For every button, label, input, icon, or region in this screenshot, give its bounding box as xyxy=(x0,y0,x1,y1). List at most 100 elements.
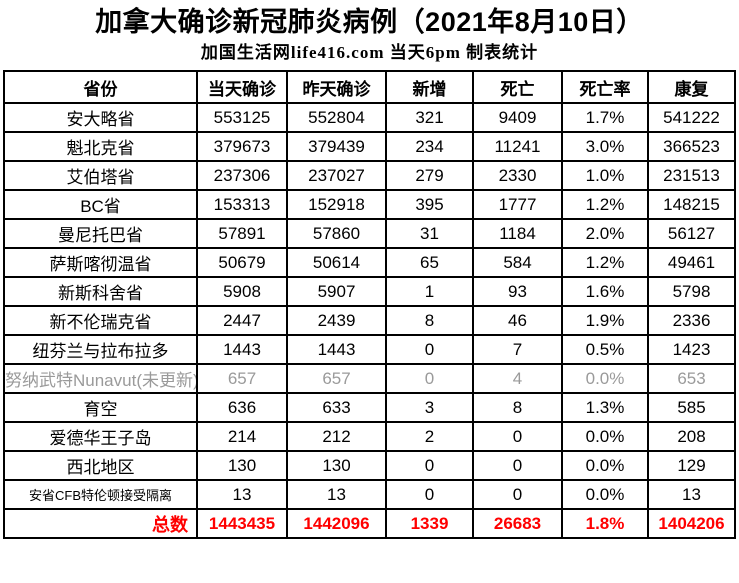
cell-new-cases: 1 xyxy=(385,276,474,307)
cell-province: 安大略省 xyxy=(3,102,198,133)
table-row: 安大略省 553125 552804 321 9409 1.7% 541222 xyxy=(3,102,736,133)
table-row: 新不伦瑞克省 2447 2439 8 46 1.9% 2336 xyxy=(3,305,736,336)
cell-province: 西北地区 xyxy=(3,450,198,481)
cell-yesterday-confirmed: 50614 xyxy=(286,247,387,278)
cell-new-cases: 234 xyxy=(385,131,474,162)
cell-death-rate: 0.0% xyxy=(561,421,649,452)
table-body: 安大略省 553125 552804 321 9409 1.7% 541222 魁北克省 379… xyxy=(3,102,736,510)
cell-new-cases: 0 xyxy=(385,334,474,365)
cell-province: 新斯科舍省 xyxy=(3,276,198,307)
table-row: 萨斯喀彻温省 50679 50614 65 584 1.2% 49461 xyxy=(3,247,736,278)
column-header-today-confirmed: 当天确诊 xyxy=(196,70,288,104)
cell-recovered: 5798 xyxy=(647,276,736,307)
table-row: 艾伯塔省 237306 237027 279 2330 1.0% 231513 xyxy=(3,160,736,191)
cell-death-rate: 1.2% xyxy=(561,189,649,220)
table-row: 魁北克省 379673 379439 234 11241 3.0% 366523 xyxy=(3,131,736,162)
cell-yesterday-confirmed: 379439 xyxy=(286,131,387,162)
total-label: 总数 xyxy=(3,508,198,539)
table-row: 育空 636 633 3 8 1.3% 585 xyxy=(3,392,736,423)
cell-death-rate: 0.0% xyxy=(561,479,649,510)
cell-new-cases: 395 xyxy=(385,189,474,220)
cell-yesterday-confirmed: 237027 xyxy=(286,160,387,191)
total-recovered: 1404206 xyxy=(647,508,736,539)
cell-death-rate: 1.9% xyxy=(561,305,649,336)
cell-yesterday-confirmed: 130 xyxy=(286,450,387,481)
table-row: BC省 153313 152918 395 1777 1.2% 148215 xyxy=(3,189,736,220)
cell-death-rate: 0.5% xyxy=(561,334,649,365)
cell-province: 爱德华王子岛 xyxy=(3,421,198,452)
cell-recovered: 366523 xyxy=(647,131,736,162)
cell-yesterday-confirmed: 2439 xyxy=(286,305,387,336)
page-subtitle: 加国生活网life416.com 当天6pm 制表统计 xyxy=(200,43,539,62)
cell-today-confirmed: 5908 xyxy=(196,276,288,307)
cell-death-rate: 1.2% xyxy=(561,247,649,278)
cell-death-rate: 1.7% xyxy=(561,102,649,133)
cell-today-confirmed: 214 xyxy=(196,421,288,452)
cell-recovered: 129 xyxy=(647,450,736,481)
total-death-rate: 1.8% xyxy=(561,508,649,539)
cell-recovered: 13 xyxy=(647,479,736,510)
cell-today-confirmed: 379673 xyxy=(196,131,288,162)
cell-deaths: 46 xyxy=(472,305,563,336)
cell-yesterday-confirmed: 1443 xyxy=(286,334,387,365)
cell-yesterday-confirmed: 152918 xyxy=(286,189,387,220)
cell-new-cases: 31 xyxy=(385,218,474,249)
cell-recovered: 208 xyxy=(647,421,736,452)
cell-province: 魁北克省 xyxy=(3,131,198,162)
cell-today-confirmed: 57891 xyxy=(196,218,288,249)
table-row: 西北地区 130 130 0 0 0.0% 129 xyxy=(3,450,736,481)
cell-province: 萨斯喀彻温省 xyxy=(3,247,198,278)
cell-recovered: 49461 xyxy=(647,247,736,278)
cell-recovered: 2336 xyxy=(647,305,736,336)
cell-province: 艾伯塔省 xyxy=(3,160,198,191)
total-today-confirmed: 1443435 xyxy=(196,508,288,539)
column-header-new-cases: 新增 xyxy=(385,70,474,104)
cell-deaths: 93 xyxy=(472,276,563,307)
cell-province: 努纳武特Nunavut(未更新) xyxy=(3,363,198,394)
cell-province: 安省CFB特伦顿接受隔离 xyxy=(3,479,198,510)
cell-new-cases: 8 xyxy=(385,305,474,336)
cell-death-rate: 1.3% xyxy=(561,392,649,423)
cell-deaths: 1184 xyxy=(472,218,563,249)
cell-today-confirmed: 130 xyxy=(196,450,288,481)
total-deaths: 26683 xyxy=(472,508,563,539)
cell-today-confirmed: 1443 xyxy=(196,334,288,365)
cell-yesterday-confirmed: 5907 xyxy=(286,276,387,307)
table-header: 省份 当天确诊 昨天确诊 新增 死亡 死亡率 康复 xyxy=(3,70,736,104)
cell-recovered: 1423 xyxy=(647,334,736,365)
cell-deaths: 9409 xyxy=(472,102,563,133)
table-row: 新斯科舍省 5908 5907 1 93 1.6% 5798 xyxy=(3,276,736,307)
cell-yesterday-confirmed: 633 xyxy=(286,392,387,423)
column-header-recovered: 康复 xyxy=(647,70,736,104)
page-title: 加拿大确诊新冠肺炎病例（2021年8月10日） xyxy=(95,7,644,37)
cell-new-cases: 0 xyxy=(385,479,474,510)
cell-yesterday-confirmed: 657 xyxy=(286,363,387,394)
cell-new-cases: 321 xyxy=(385,102,474,133)
cell-deaths: 584 xyxy=(472,247,563,278)
cell-today-confirmed: 636 xyxy=(196,392,288,423)
cell-death-rate: 1.6% xyxy=(561,276,649,307)
table-row: 曼尼托巴省 57891 57860 31 1184 2.0% 56127 xyxy=(3,218,736,249)
cell-yesterday-confirmed: 552804 xyxy=(286,102,387,133)
cell-recovered: 148215 xyxy=(647,189,736,220)
cell-recovered: 653 xyxy=(647,363,736,394)
table-row: 爱德华王子岛 214 212 2 0 0.0% 208 xyxy=(3,421,736,452)
cell-recovered: 585 xyxy=(647,392,736,423)
total-yesterday-confirmed: 1442096 xyxy=(286,508,387,539)
cell-new-cases: 0 xyxy=(385,363,474,394)
table-footer: 总数 1443435 1442096 1339 26683 1.8% 14042… xyxy=(3,508,736,539)
cell-new-cases: 3 xyxy=(385,392,474,423)
cell-today-confirmed: 553125 xyxy=(196,102,288,133)
cell-yesterday-confirmed: 212 xyxy=(286,421,387,452)
cell-death-rate: 2.0% xyxy=(561,218,649,249)
cell-recovered: 541222 xyxy=(647,102,736,133)
cell-new-cases: 2 xyxy=(385,421,474,452)
cell-province: 纽芬兰与拉布拉多 xyxy=(3,334,198,365)
cell-deaths: 2330 xyxy=(472,160,563,191)
cell-death-rate: 1.0% xyxy=(561,160,649,191)
covid-stats-table: 省份 当天确诊 昨天确诊 新增 死亡 死亡率 康复 安大略省 553125 5528… xyxy=(3,70,736,539)
cell-death-rate: 0.0% xyxy=(561,363,649,394)
cell-new-cases: 0 xyxy=(385,450,474,481)
cell-new-cases: 65 xyxy=(385,247,474,278)
cell-deaths: 0 xyxy=(472,479,563,510)
